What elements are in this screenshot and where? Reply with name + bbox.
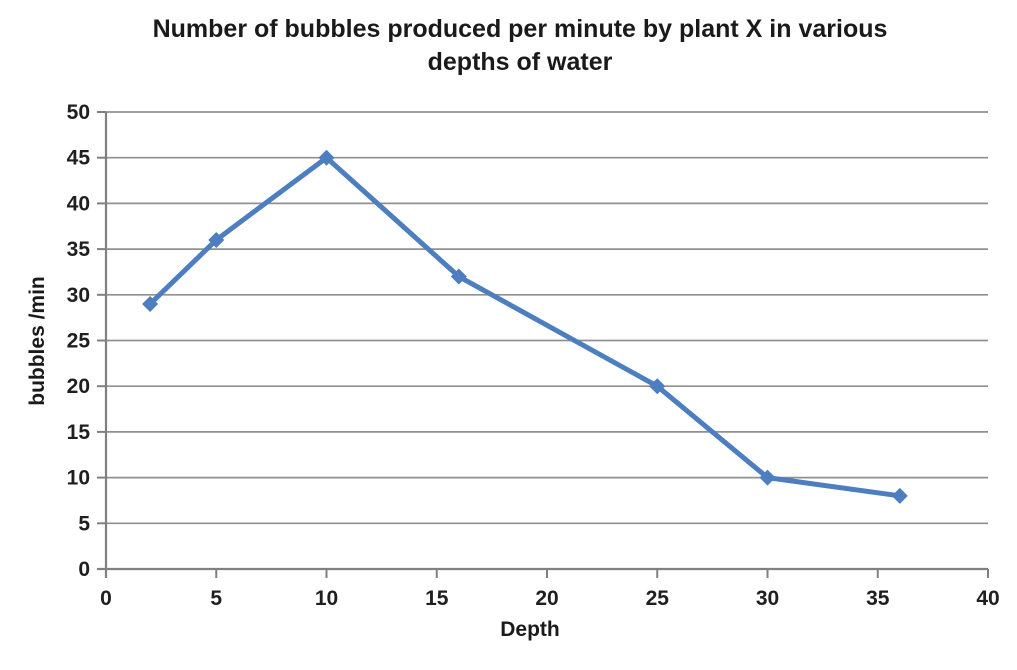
y-tick-label: 20	[67, 375, 90, 398]
x-tick-label: 0	[100, 587, 112, 610]
y-tick-label: 35	[67, 238, 91, 261]
x-tick-label: 35	[866, 587, 890, 610]
series-line	[147, 155, 903, 499]
data-point-marker	[450, 268, 467, 285]
chart-title-line2: depths of water	[427, 48, 613, 76]
y-tick-label: 0	[78, 558, 90, 581]
y-tick-label: 40	[67, 192, 90, 215]
data-point-marker	[208, 231, 225, 248]
data-point-marker	[649, 378, 666, 395]
x-tick-label: 20	[535, 587, 558, 610]
chart-title-line1: Number of bubbles produced per minute by…	[152, 15, 888, 43]
y-tick-label: 15	[67, 421, 91, 444]
y-tick-label: 25	[67, 330, 91, 353]
x-axis-title: Depth	[500, 618, 560, 641]
y-tick-label: 50	[67, 101, 90, 124]
chart-title: Number of bubbles produced per minute by…	[40, 13, 1000, 79]
data-point-marker	[318, 149, 335, 166]
y-tick-label: 30	[67, 284, 90, 307]
y-tick-label: 5	[78, 512, 90, 535]
y-tick-label: 10	[67, 467, 90, 490]
x-tick-label: 25	[646, 587, 670, 610]
x-tick-label: 40	[976, 587, 999, 610]
y-tick-label: 45	[67, 147, 91, 170]
x-tick-label: 15	[425, 587, 449, 610]
data-point-marker	[142, 295, 159, 312]
x-tick-label: 10	[315, 587, 338, 610]
x-tick-label: 5	[210, 587, 222, 610]
x-tick-label: 30	[756, 587, 779, 610]
data-point-marker	[891, 487, 908, 504]
data-point-marker	[759, 469, 776, 486]
